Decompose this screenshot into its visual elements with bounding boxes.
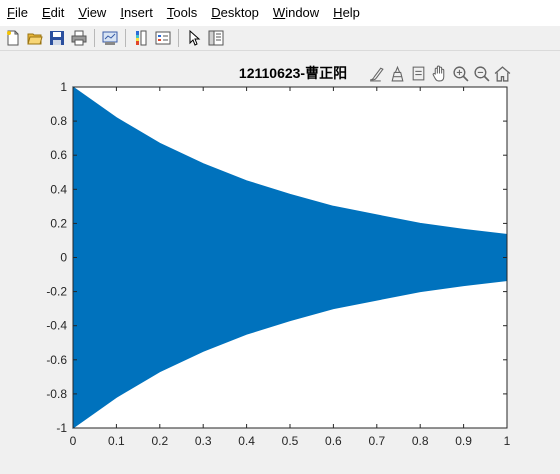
save-button[interactable] (47, 28, 67, 48)
save-icon (50, 31, 64, 45)
new-figure-icon (7, 30, 19, 46)
y-tick-label: 0 (60, 251, 67, 265)
link-plot-button[interactable] (100, 28, 120, 48)
x-tick-label: 0.8 (412, 434, 429, 448)
y-tick-label: -0.8 (46, 387, 67, 401)
plot-axes[interactable]: 0 0.1 0.2 0.3 0.4 0.5 0.6 0.7 0.8 0.9 1 1 0.8 0.6 0.4 0… (0, 52, 560, 474)
toolbar-separator (125, 29, 126, 47)
menu-label: nsert (123, 5, 153, 20)
zoom-out-icon (473, 65, 490, 82)
menu-desktop[interactable]: Desktop (204, 0, 266, 26)
menu-mnemonic: E (41, 5, 51, 20)
menu-label: ools (173, 5, 198, 20)
print-icon (71, 30, 87, 46)
toolbar-separator (94, 29, 95, 47)
pan-hand-icon (432, 65, 444, 81)
menu-label: iew (86, 5, 107, 20)
edit-plot-button[interactable] (184, 28, 204, 48)
rotate-button[interactable] (408, 63, 428, 83)
x-tick-label: 0.9 (455, 434, 472, 448)
menu-mnemonic: H (333, 5, 343, 20)
menu-file[interactable]: File (0, 0, 35, 26)
menu-label: elp (342, 5, 360, 20)
property-inspector-button[interactable] (206, 28, 226, 48)
zoom-out-button[interactable] (471, 63, 491, 83)
pan-button[interactable] (429, 63, 449, 83)
x-tick-label: 0.3 (195, 434, 212, 448)
y-tick-label: -0.2 (46, 285, 67, 299)
menu-label: esktop (220, 5, 259, 20)
insert-legend-button[interactable] (153, 28, 173, 48)
y-tick-label: -1 (56, 421, 67, 435)
y-tick-label: -0.4 (46, 319, 67, 333)
menu-mnemonic: D (211, 5, 221, 20)
link-plot-icon (102, 31, 118, 45)
colorbar-icon (136, 30, 147, 46)
x-tick-label: 0.4 (238, 434, 255, 448)
property-inspector-icon (208, 30, 224, 46)
menu-mnemonic: W (272, 5, 286, 20)
legend-icon (155, 31, 171, 45)
brush-icon (369, 67, 384, 81)
menu-view[interactable]: View (71, 0, 113, 26)
x-tick-label: 0 (70, 434, 77, 448)
menu-help[interactable]: Help (326, 0, 367, 26)
edit-plot-arrow-icon (189, 30, 201, 46)
menu-label: indow (285, 5, 320, 20)
open-file-icon (27, 33, 43, 45)
chart-title: 12110623-曹正阳 (239, 65, 347, 81)
y-tick-label: 0.4 (50, 182, 67, 196)
x-tick-label: 0.1 (108, 434, 125, 448)
x-tick-label: 1 (504, 434, 511, 448)
home-icon (494, 65, 510, 82)
menu-mnemonic: V (78, 5, 87, 20)
x-tick-label: 0.2 (151, 434, 168, 448)
y-tick-label: 0.8 (50, 114, 67, 128)
y-tick-label: 0.6 (50, 148, 67, 162)
figure-toolbar (0, 26, 560, 51)
x-tick-label: 0.6 (325, 434, 342, 448)
y-tick-label: 0.2 (50, 216, 67, 230)
zoom-in-button[interactable] (450, 63, 470, 83)
menu-mnemonic: I (120, 5, 124, 20)
brush-button[interactable] (366, 63, 386, 83)
data-tips-icon (391, 65, 403, 81)
menu-window[interactable]: Window (266, 0, 326, 26)
y-tick-label: 1 (60, 80, 67, 94)
toolbar-separator (178, 29, 179, 47)
x-tick-label: 0.7 (368, 434, 385, 448)
menu-tools[interactable]: Tools (160, 0, 204, 26)
menu-bar: File Edit View Insert Tools Desktop Window Help (0, 0, 560, 26)
zoom-in-icon (452, 65, 469, 82)
menu-insert[interactable]: Insert (113, 0, 160, 26)
menu-label: dit (50, 5, 65, 20)
menu-mnemonic: F (7, 5, 15, 20)
insert-colorbar-button[interactable] (131, 28, 151, 48)
menu-edit[interactable]: Edit (35, 0, 71, 26)
y-tick-label: -0.6 (46, 353, 67, 367)
data-tips-button[interactable] (387, 63, 407, 83)
x-tick-label: 0.5 (282, 434, 299, 448)
figure-canvas[interactable]: 0 0.1 0.2 0.3 0.4 0.5 0.6 0.7 0.8 0.9 1 1 0.8 0.6 0.4 0… (0, 52, 560, 474)
rotate-icon (412, 66, 424, 80)
axes-toolbar (366, 63, 512, 83)
new-figure-button[interactable] (3, 28, 23, 48)
menu-mnemonic: T (166, 5, 174, 20)
print-button[interactable] (69, 28, 89, 48)
menu-label: ile (14, 5, 28, 20)
open-file-button[interactable] (25, 28, 45, 48)
restore-view-button[interactable] (492, 63, 512, 83)
